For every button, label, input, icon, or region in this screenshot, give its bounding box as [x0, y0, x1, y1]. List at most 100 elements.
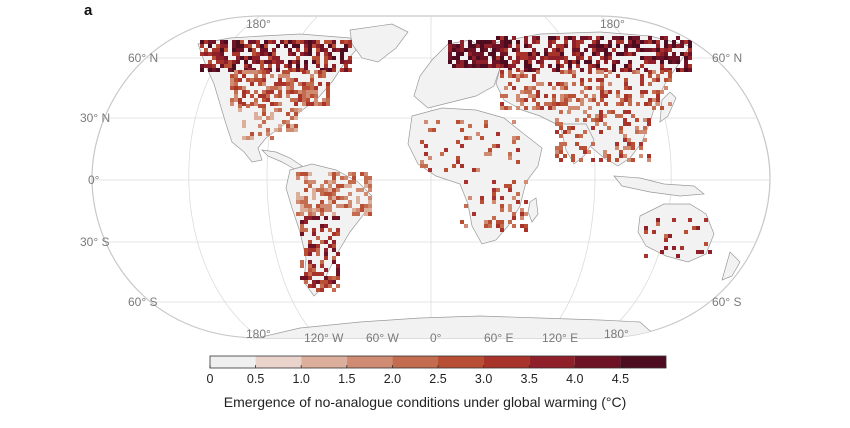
emergence-cell [292, 60, 296, 64]
emergence-cell [308, 240, 312, 244]
emergence-cell [696, 250, 700, 254]
emergence-cell [504, 44, 508, 48]
emergence-cell [484, 48, 488, 52]
emergence-cell [304, 188, 308, 192]
emergence-cell [516, 148, 520, 152]
emergence-cell [624, 44, 628, 48]
emergence-cell [332, 196, 336, 200]
emergence-cell [328, 56, 332, 60]
emergence-cell [424, 120, 428, 124]
emergence-cell [516, 44, 520, 48]
emergence-cell [560, 86, 564, 90]
emergence-cell [332, 276, 336, 280]
emergence-cell [564, 82, 568, 86]
emergence-cell [584, 94, 588, 98]
emergence-cell [580, 78, 584, 82]
emergence-cell [368, 204, 372, 208]
emergence-cell [520, 74, 524, 78]
emergence-cell [344, 64, 348, 68]
emergence-cell [460, 120, 464, 124]
emergence-cell [504, 86, 508, 90]
emergence-cell [278, 108, 282, 112]
emergence-cell [476, 40, 480, 44]
emergence-cell [262, 74, 266, 78]
emergence-cell [604, 94, 608, 98]
emergence-cell [274, 102, 278, 106]
emergence-cell [308, 44, 312, 48]
emergence-cell [250, 78, 254, 82]
emergence-cell [308, 284, 312, 288]
emergence-cell [356, 212, 360, 216]
emergence-cell [256, 40, 260, 44]
emergence-cell [242, 70, 246, 74]
emergence-cell [604, 52, 608, 56]
emergence-cell [302, 98, 306, 102]
emergence-cell [624, 82, 628, 86]
emergence-cell [308, 272, 312, 276]
emergence-cell [672, 40, 676, 44]
emergence-cell [599, 110, 603, 114]
emergence-cell [320, 228, 324, 232]
emergence-cell [524, 228, 528, 232]
emergence-cell [324, 208, 328, 212]
emergence-cell [524, 98, 528, 102]
emergence-cell [664, 44, 668, 48]
emergence-cell [552, 106, 556, 110]
emergence-cell [500, 204, 504, 208]
emergence-cell [611, 110, 615, 114]
emergence-cell [599, 118, 603, 122]
emergence-cell [242, 136, 246, 140]
emergence-cell [576, 44, 580, 48]
emergence-cell [664, 48, 668, 52]
emergence-cell [608, 82, 612, 86]
emergence-cell [596, 102, 600, 106]
emergence-cell [591, 118, 595, 122]
emergence-cell [508, 188, 512, 192]
emergence-cell [616, 44, 620, 48]
emergence-cell [324, 188, 328, 192]
emergence-cell [236, 40, 240, 44]
emergence-cell [428, 168, 432, 172]
emergence-cell [204, 64, 208, 68]
emergence-cell [326, 82, 330, 86]
greenland [349, 23, 409, 63]
emergence-cell [228, 60, 232, 64]
emergence-cell [460, 60, 464, 64]
emergence-cell [230, 74, 234, 78]
emergence-cell [308, 212, 312, 216]
emergence-cell [652, 48, 656, 52]
emergence-cell [664, 40, 668, 44]
emergence-cell [548, 82, 552, 86]
emergence-cell [524, 36, 528, 40]
emergence-cell [508, 156, 512, 160]
emergence-cell [524, 90, 528, 94]
emergence-cell [248, 64, 252, 68]
emergence-cell [464, 136, 468, 140]
emergence-cell [456, 120, 460, 124]
emergence-cell [643, 118, 647, 122]
emergence-cell [623, 110, 627, 114]
emergence-cell [324, 180, 328, 184]
emergence-cell [512, 48, 516, 52]
emergence-cell [512, 212, 516, 216]
emergence-cell [324, 256, 328, 260]
emergence-cell [340, 184, 344, 188]
emergence-cell [648, 40, 652, 44]
emergence-cell [302, 86, 306, 90]
emergence-cell [588, 86, 592, 90]
emergence-cell [612, 36, 616, 40]
emergence-cell [456, 52, 460, 56]
emergence-cell [240, 40, 244, 44]
emergence-cell [556, 82, 560, 86]
emergence-cell [688, 218, 692, 222]
emergence-cell [604, 90, 608, 94]
emergence-cell [652, 78, 656, 82]
emergence-cell [208, 44, 212, 48]
legend-swatch [529, 356, 575, 368]
legend-tick-label: 0 [206, 372, 214, 386]
emergence-cell [224, 64, 228, 68]
emergence-cell [316, 252, 320, 256]
emergence-cell [644, 56, 648, 60]
emergence-cell [688, 40, 692, 44]
emergence-cell [456, 156, 460, 160]
